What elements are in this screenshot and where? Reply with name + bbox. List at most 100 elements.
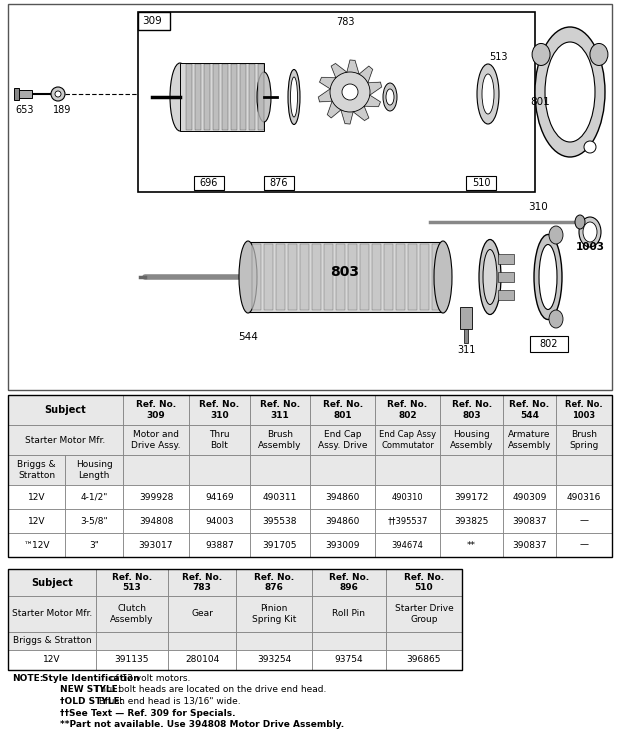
Polygon shape (364, 95, 381, 107)
Bar (408, 244, 417, 310)
Bar (65, 485, 123, 509)
Bar (556, 485, 612, 509)
Bar (96, 650, 168, 670)
Bar (312, 569, 386, 597)
Bar (250, 455, 310, 485)
Text: Pinion
Spring Kit: Pinion Spring Kit (252, 604, 296, 624)
Bar (123, 455, 189, 485)
Ellipse shape (583, 222, 597, 242)
Text: Roll Pin: Roll Pin (332, 610, 366, 619)
Text: Ref. No.
876: Ref. No. 876 (254, 573, 294, 592)
Text: 544: 544 (238, 332, 258, 342)
Ellipse shape (386, 89, 394, 105)
Text: 399928: 399928 (139, 493, 173, 501)
Text: ™12V: ™12V (24, 540, 50, 550)
Bar (123, 395, 189, 425)
Text: **Part not available. Use 394808 Motor Drive Assembly.: **Part not available. Use 394808 Motor D… (60, 720, 344, 729)
Text: Thru bolt heads are located on the drive end head.: Thru bolt heads are located on the drive… (92, 685, 327, 695)
Bar (386, 569, 462, 597)
Text: 510: 510 (472, 178, 490, 188)
Bar (503, 455, 556, 485)
Text: 396865: 396865 (407, 655, 441, 665)
Text: End Cap Assy
Commutator: End Cap Assy Commutator (379, 430, 436, 450)
Bar (556, 425, 612, 455)
Bar (503, 509, 556, 533)
Bar (386, 597, 462, 632)
Text: Ref. No.
896: Ref. No. 896 (329, 573, 369, 592)
Polygon shape (368, 82, 381, 95)
Bar (222, 64, 228, 130)
Text: 394860: 394860 (326, 517, 360, 526)
Bar (8, 395, 123, 425)
Bar (440, 485, 503, 509)
Bar (248, 242, 443, 312)
Text: Brush end head is 13/16" wide.: Brush end head is 13/16" wide. (95, 697, 241, 706)
Bar (8, 485, 65, 509)
Bar (503, 425, 556, 455)
Polygon shape (331, 64, 347, 78)
Bar (8, 597, 96, 632)
Text: Ref. No.
1003: Ref. No. 1003 (565, 400, 603, 419)
Text: 393825: 393825 (454, 517, 489, 526)
Bar (312, 632, 386, 650)
Text: Subject: Subject (31, 578, 73, 588)
Bar (503, 533, 556, 557)
Bar (123, 485, 189, 509)
Bar (8, 632, 96, 650)
Ellipse shape (170, 63, 190, 131)
Text: of 12 volt motors.: of 12 volt motors. (107, 674, 190, 683)
Bar (503, 485, 556, 509)
Bar (189, 455, 250, 485)
Bar (8, 650, 96, 670)
Bar (556, 395, 612, 425)
Bar (250, 485, 310, 509)
Bar (375, 425, 440, 455)
Text: Motor and
Drive Assy.: Motor and Drive Assy. (131, 430, 181, 450)
Ellipse shape (434, 241, 452, 313)
Ellipse shape (257, 72, 271, 122)
Polygon shape (319, 78, 336, 89)
Text: ††395537: ††395537 (388, 517, 428, 526)
Polygon shape (359, 66, 373, 83)
Text: Brush
Assembly: Brush Assembly (258, 430, 301, 450)
Bar (14, 88, 19, 100)
Bar (556, 509, 612, 533)
Bar (8, 509, 65, 533)
Bar (360, 244, 369, 310)
Text: **: ** (467, 540, 476, 550)
Bar (440, 425, 503, 455)
Text: 4-1/2": 4-1/2" (81, 493, 108, 501)
Bar (240, 64, 246, 130)
Bar (180, 63, 264, 131)
Bar (123, 425, 189, 455)
Ellipse shape (291, 77, 298, 117)
Bar (440, 395, 503, 425)
Text: †OLD STYLE:: †OLD STYLE: (60, 697, 123, 706)
Text: 490311: 490311 (263, 493, 297, 501)
Text: 696: 696 (200, 178, 218, 188)
Circle shape (330, 72, 370, 112)
Text: 189: 189 (53, 105, 71, 115)
Bar (186, 64, 192, 130)
Bar (258, 64, 264, 130)
Bar (8, 455, 65, 485)
Bar (189, 509, 250, 533)
Bar (396, 244, 405, 310)
Bar (8, 4, 612, 390)
Bar (312, 597, 386, 632)
Bar (466, 176, 496, 190)
Bar (375, 395, 440, 425)
Bar (375, 533, 440, 557)
Ellipse shape (579, 217, 601, 247)
Bar (372, 244, 381, 310)
Ellipse shape (482, 74, 494, 114)
Text: 391135: 391135 (115, 655, 149, 665)
Text: 513: 513 (489, 52, 507, 62)
Bar (189, 395, 250, 425)
Bar (8, 569, 96, 597)
Bar (310, 455, 375, 485)
Text: Ref. No.
309: Ref. No. 309 (136, 400, 176, 419)
Bar (432, 244, 441, 310)
Bar (213, 64, 219, 130)
Text: 393009: 393009 (326, 540, 360, 550)
